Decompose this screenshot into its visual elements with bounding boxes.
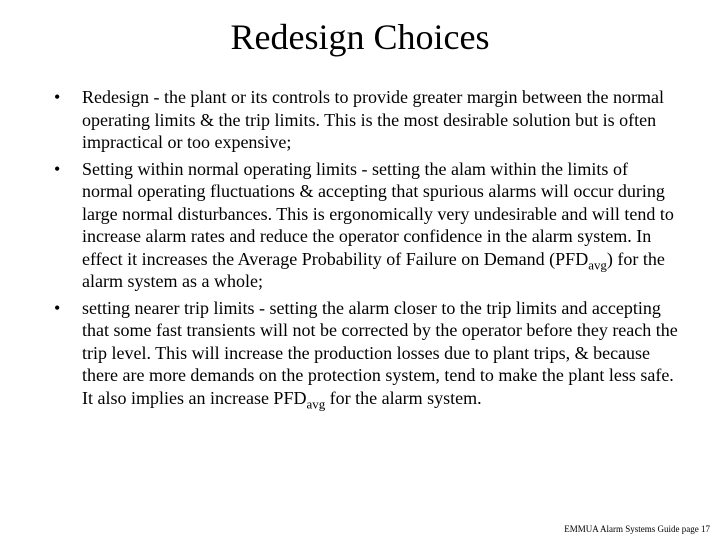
bullet-text: Setting within normal operating limits -… bbox=[82, 159, 674, 269]
slide-title: Redesign Choices bbox=[40, 16, 680, 58]
footer-text: EMMUA Alarm Systems Guide page 17 bbox=[564, 524, 710, 534]
subscript: avg bbox=[306, 396, 325, 411]
list-item: Redesign - the plant or its controls to … bbox=[40, 86, 680, 154]
slide: Redesign Choices Redesign - the plant or… bbox=[0, 0, 720, 540]
subscript: avg bbox=[588, 257, 607, 272]
list-item: setting nearer trip limits - setting the… bbox=[40, 297, 680, 410]
bullet-text: Redesign - the plant or its controls to … bbox=[82, 87, 664, 152]
bullet-list: Redesign - the plant or its controls to … bbox=[40, 86, 680, 409]
list-item: Setting within normal operating limits -… bbox=[40, 158, 680, 293]
bullet-text-post: for the alarm system. bbox=[325, 388, 481, 408]
